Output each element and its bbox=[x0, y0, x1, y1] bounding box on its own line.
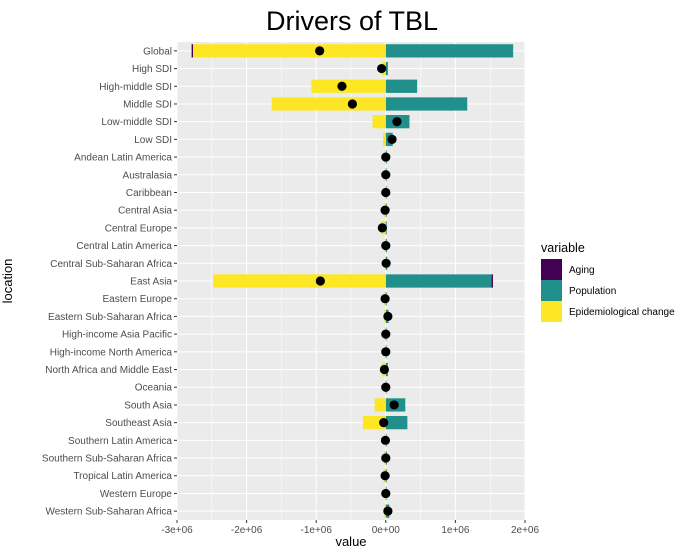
legend-key-aging bbox=[541, 259, 562, 280]
net-point bbox=[315, 276, 325, 286]
net-point bbox=[337, 81, 347, 91]
x-axis-title: value bbox=[335, 534, 366, 549]
bar-population bbox=[385, 274, 492, 288]
net-point bbox=[347, 99, 357, 109]
net-point bbox=[377, 223, 387, 233]
bar-population bbox=[385, 61, 388, 76]
y-tick-label: Central Latin America bbox=[76, 241, 172, 252]
y-tick-label: Andean Latin America bbox=[74, 153, 172, 164]
y-tick-label: Eastern Europe bbox=[103, 294, 173, 305]
net-point bbox=[377, 63, 387, 74]
net-point bbox=[381, 170, 391, 180]
net-point bbox=[389, 400, 399, 410]
bar-epidemiological-change bbox=[311, 79, 386, 93]
y-tick-label: Middle SDI bbox=[123, 99, 172, 110]
y-tick-label: Australasia bbox=[123, 170, 173, 181]
y-tick-label: High-middle SDI bbox=[99, 82, 172, 93]
net-point bbox=[383, 311, 393, 322]
net-point bbox=[381, 453, 391, 463]
y-tick-label: Southeast Asia bbox=[105, 418, 172, 429]
y-tick-label: Western Sub-Saharan Africa bbox=[45, 507, 172, 518]
legend-label: Epidemiological change bbox=[569, 307, 675, 318]
net-point bbox=[380, 435, 391, 445]
bar-aging bbox=[191, 44, 194, 58]
x-axis-labels: -3e+06 -2e+06 -1e+06 0e+00 1e+06 2e+06 bbox=[161, 520, 539, 536]
net-point bbox=[387, 134, 397, 144]
x-tick-label: 1e+06 bbox=[441, 525, 470, 536]
y-tick-label: Caribbean bbox=[126, 188, 172, 199]
y-tick-label: Central Asia bbox=[118, 206, 172, 217]
y-tick-label: Central Europe bbox=[105, 223, 173, 234]
bar-epidemiological-change bbox=[193, 44, 386, 58]
y-axis-labels: Global High SDI High-middle SDI Middle SDI L… bbox=[42, 46, 177, 518]
net-point bbox=[380, 471, 390, 481]
y-tick-label: Southern Sub-Saharan Africa bbox=[42, 454, 173, 465]
net-point bbox=[380, 205, 390, 215]
y-tick-label: High-income North America bbox=[50, 347, 173, 358]
net-point bbox=[379, 364, 390, 375]
legend-key-epidemiological-change bbox=[541, 301, 562, 322]
net-point bbox=[381, 329, 391, 339]
y-tick-label: North Africa and Middle East bbox=[45, 365, 172, 376]
net-point bbox=[381, 488, 391, 499]
net-point bbox=[315, 46, 325, 56]
bar-epidemiological-change bbox=[372, 115, 386, 129]
x-tick-label: 2e+06 bbox=[511, 525, 540, 536]
net-point bbox=[381, 152, 391, 162]
legend-title: variable bbox=[541, 241, 585, 255]
bar-aging bbox=[491, 274, 493, 288]
bar-epidemiological-change bbox=[362, 415, 386, 430]
y-tick-label: Eastern Sub-Saharan Africa bbox=[48, 312, 172, 323]
bar-epidemiological-change bbox=[383, 132, 386, 147]
net-point bbox=[381, 382, 391, 392]
x-tick-label: -1e+06 bbox=[300, 525, 332, 536]
bar-population bbox=[385, 415, 408, 430]
bar-epidemiological-change bbox=[374, 398, 386, 412]
x-tick-label: -3e+06 bbox=[161, 525, 193, 536]
y-tick-label: High SDI bbox=[132, 64, 172, 75]
net-point bbox=[380, 294, 390, 304]
chart-title: Drivers of TBL bbox=[266, 6, 438, 36]
net-points bbox=[315, 46, 402, 516]
legend-label: Population bbox=[569, 286, 616, 297]
y-tick-label: East Asia bbox=[130, 277, 172, 288]
bar-population bbox=[385, 44, 514, 58]
y-tick-label: Tropical Latin America bbox=[73, 471, 172, 482]
y-tick-label: Southern Latin America bbox=[68, 436, 172, 447]
bar-epidemiological-change bbox=[271, 97, 386, 111]
y-tick-label: Oceania bbox=[135, 383, 173, 394]
net-point bbox=[381, 187, 391, 198]
y-tick-label: High-income Asia Pacific bbox=[62, 330, 172, 341]
bar-epidemiological-change bbox=[213, 274, 386, 288]
y-tick-label: South Asia bbox=[124, 400, 172, 411]
bar-population bbox=[385, 79, 418, 93]
net-point bbox=[381, 258, 391, 268]
net-point bbox=[383, 506, 393, 516]
y-axis-title: location bbox=[0, 259, 15, 304]
legend-label: Aging bbox=[569, 265, 595, 276]
y-tick-label: Central Sub-Saharan Africa bbox=[50, 259, 172, 270]
legend-key-population bbox=[541, 280, 562, 301]
net-point bbox=[392, 117, 402, 127]
net-point bbox=[381, 347, 391, 357]
net-point bbox=[379, 418, 389, 428]
x-tick-label: -2e+06 bbox=[231, 525, 263, 536]
y-tick-label: Global bbox=[143, 46, 172, 57]
x-tick-label: 0e+00 bbox=[372, 525, 401, 536]
y-tick-label: Low-middle SDI bbox=[101, 117, 172, 128]
y-tick-label: Western Europe bbox=[100, 489, 173, 500]
net-point bbox=[381, 240, 391, 251]
bar-population bbox=[385, 97, 468, 111]
legend: variable Aging Population Epidemiological … bbox=[541, 241, 675, 322]
y-tick-label: Low SDI bbox=[134, 135, 172, 146]
